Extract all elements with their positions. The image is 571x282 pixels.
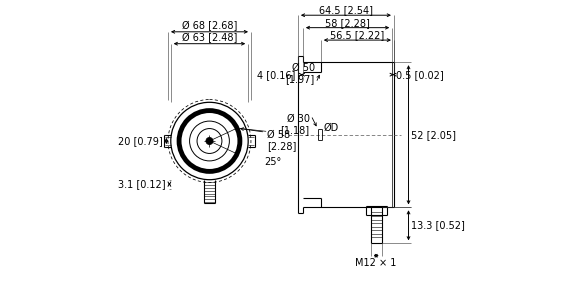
Text: 0.5 [0.02]: 0.5 [0.02] bbox=[396, 70, 443, 80]
Text: Ø 50
[1.97]: Ø 50 [1.97] bbox=[286, 63, 315, 84]
Text: 58 [2.28]: 58 [2.28] bbox=[325, 18, 370, 28]
Text: Ø 58
[2.28]: Ø 58 [2.28] bbox=[267, 130, 296, 151]
Text: M12 × 1: M12 × 1 bbox=[356, 259, 397, 268]
Text: 56.5 [2.22]: 56.5 [2.22] bbox=[330, 30, 384, 40]
Text: 52 [2.05]: 52 [2.05] bbox=[411, 130, 456, 140]
Text: 13.3 [0.52]: 13.3 [0.52] bbox=[411, 220, 465, 230]
Text: Ø 68 [2.68]: Ø 68 [2.68] bbox=[182, 21, 237, 31]
Text: 25°: 25° bbox=[264, 157, 281, 167]
Circle shape bbox=[206, 137, 213, 145]
Text: 4 [0.16]: 4 [0.16] bbox=[258, 70, 296, 80]
Text: Ø 63 [2.48]: Ø 63 [2.48] bbox=[182, 32, 237, 43]
Text: 64.5 [2.54]: 64.5 [2.54] bbox=[319, 5, 373, 15]
Text: 3.1 [0.12]: 3.1 [0.12] bbox=[118, 179, 166, 189]
Text: 20 [0.79]: 20 [0.79] bbox=[118, 136, 163, 146]
Text: Ø 30
[1.18]: Ø 30 [1.18] bbox=[280, 114, 309, 136]
Text: ØD: ØD bbox=[324, 123, 339, 133]
